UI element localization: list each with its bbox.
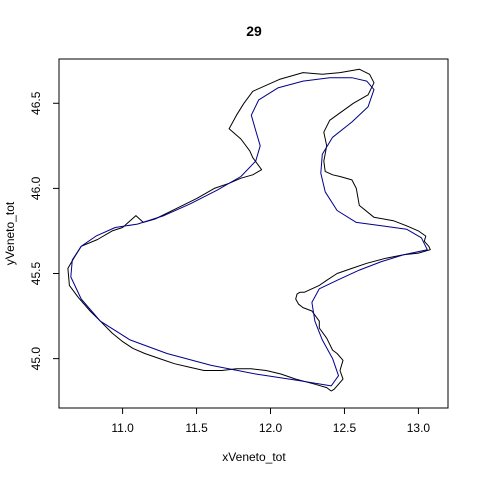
x-axis-label: xVeneto_tot [222, 450, 286, 464]
smoothed-line [70, 77, 428, 387]
x-axis: 11.0 11.5 12.0 12.5 13.0 [111, 407, 431, 435]
x-tick-label: 11.5 [185, 421, 208, 435]
y-axis: 45.0 45.5 46.0 46.5 [29, 91, 60, 371]
x-tick-label: 12.5 [333, 421, 357, 435]
y-axis-label: yVeneto_tot [3, 201, 17, 265]
y-tick-label: 45.0 [29, 347, 43, 371]
y-tick-label: 45.5 [29, 262, 43, 286]
x-tick-label: 11.0 [111, 421, 134, 435]
y-tick-label: 46.5 [29, 91, 43, 115]
x-tick-label: 12.0 [259, 421, 283, 435]
chart-title: 29 [246, 23, 262, 39]
y-tick-label: 46.0 [29, 176, 43, 200]
x-tick-label: 13.0 [407, 421, 431, 435]
boundary-line [67, 68, 431, 392]
series-layer [67, 68, 431, 392]
